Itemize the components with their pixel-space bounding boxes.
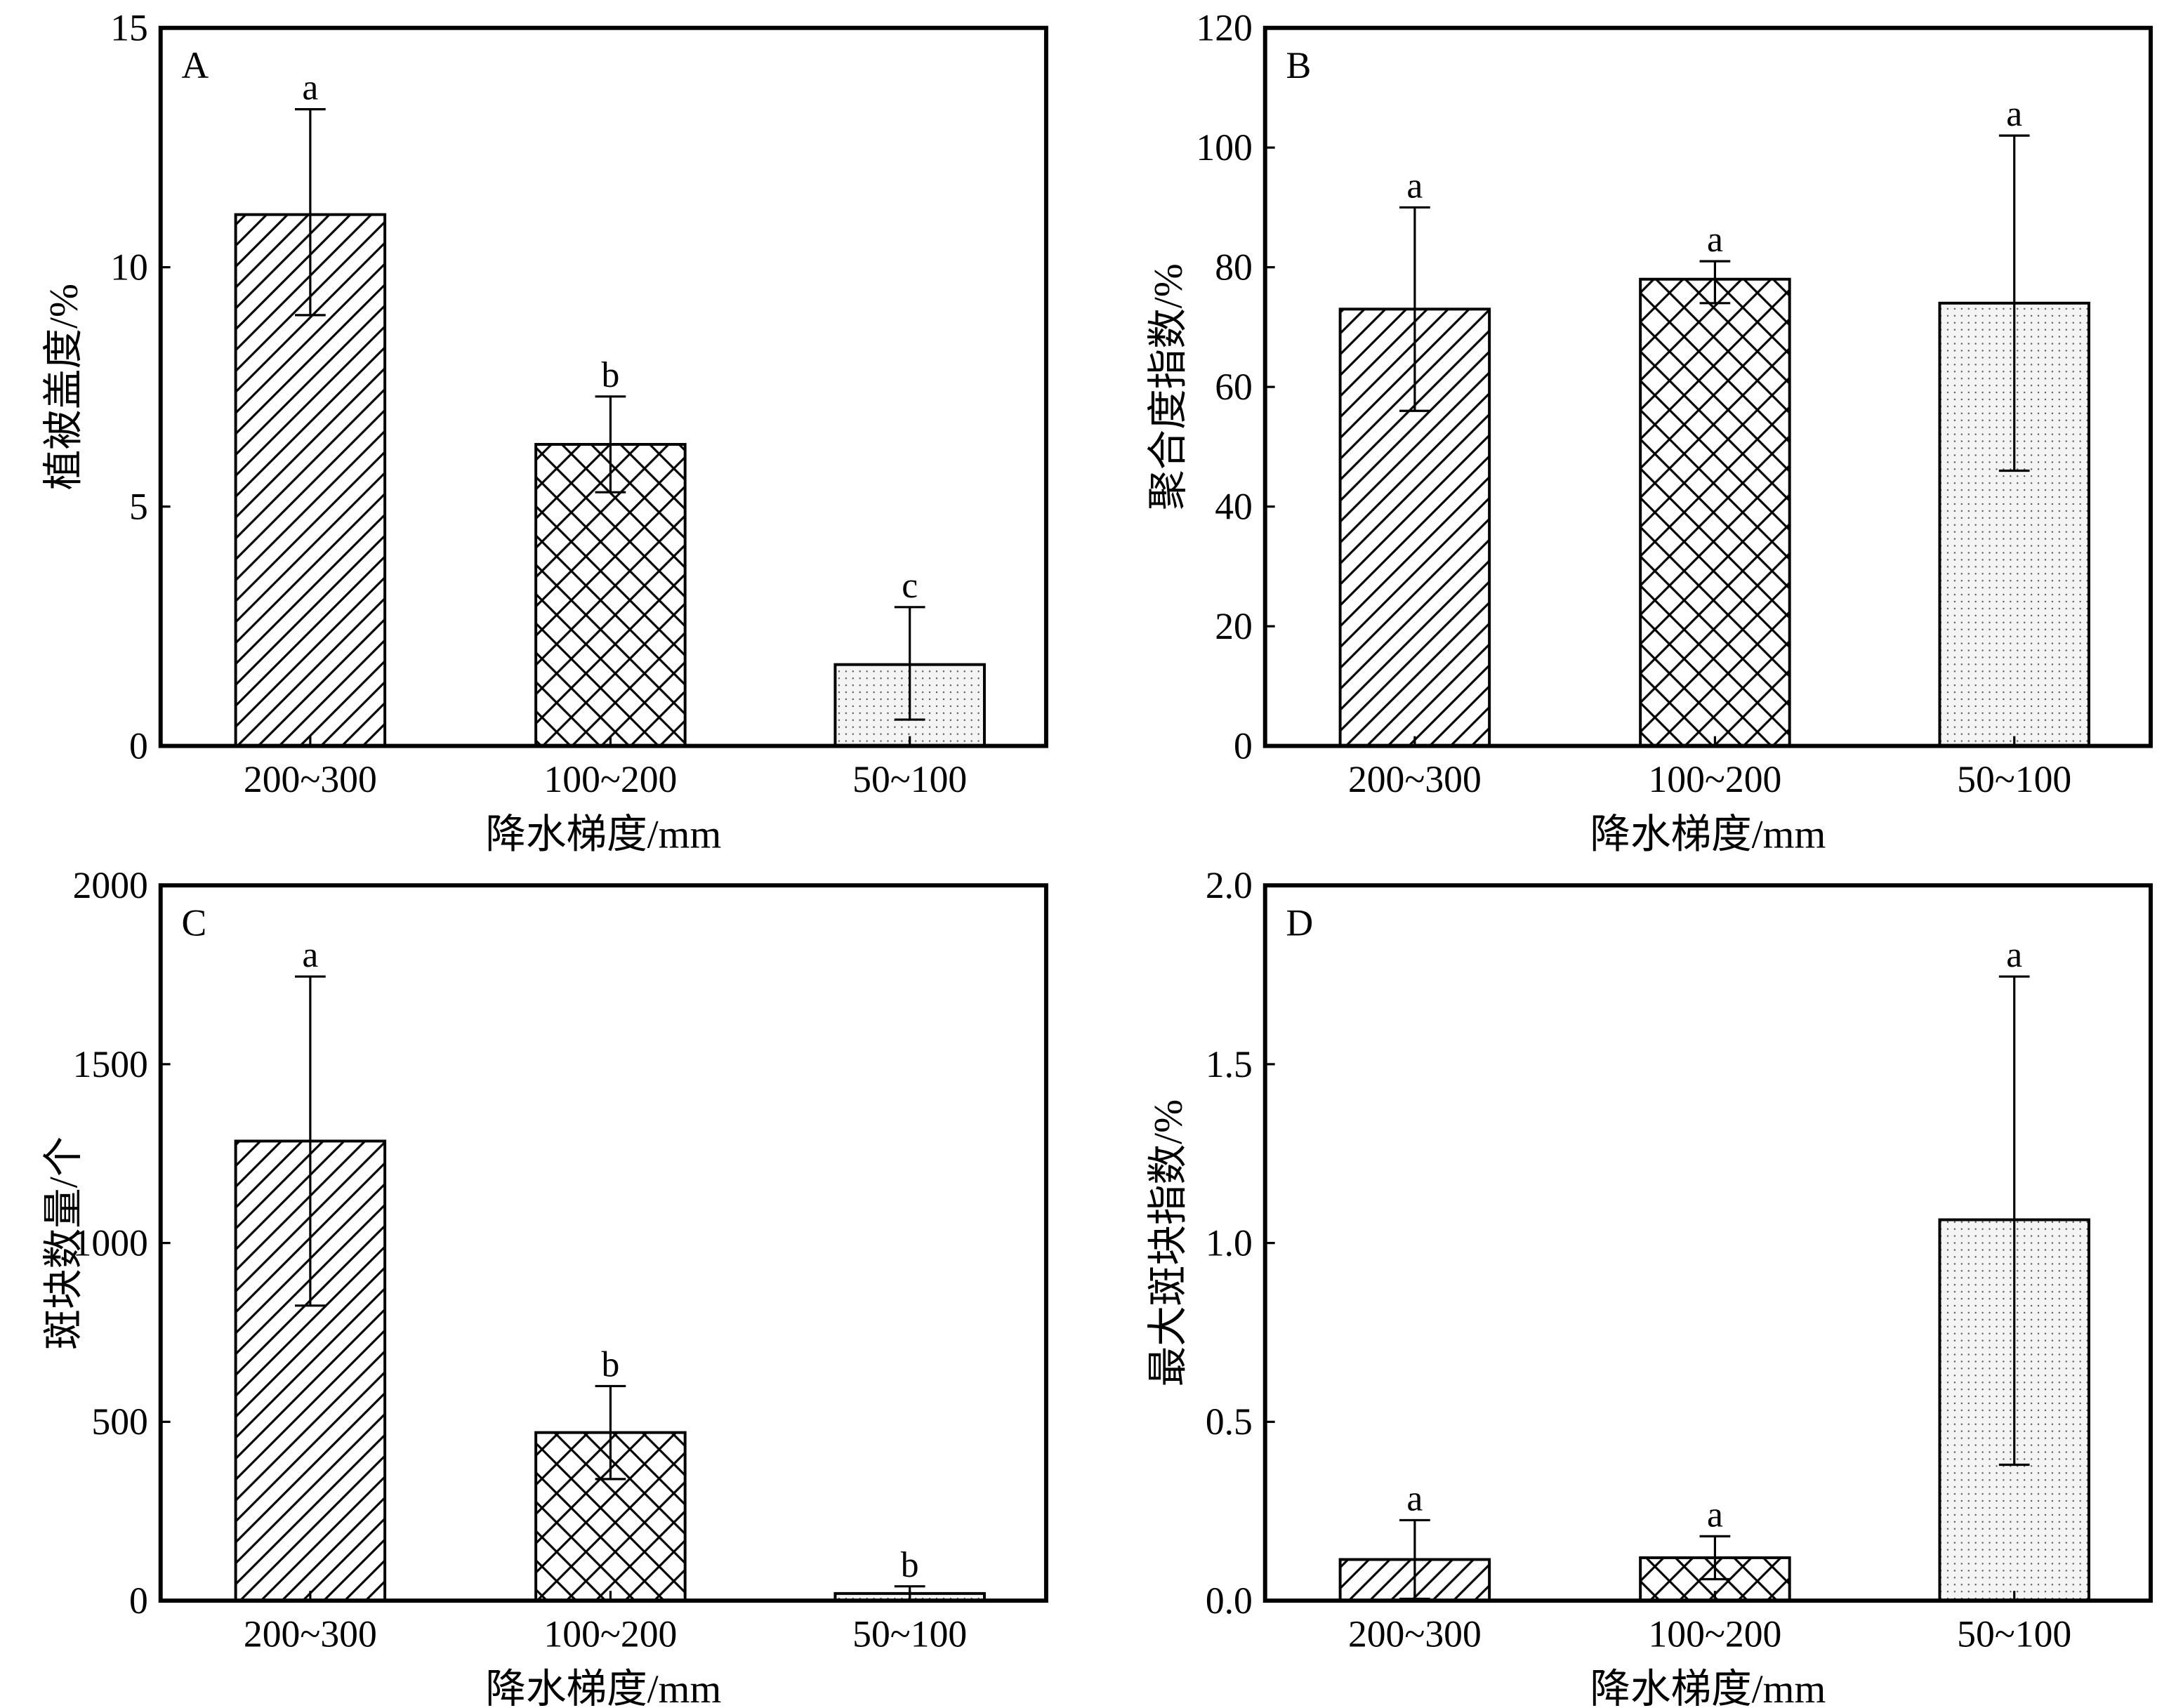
y-tick-label: 0 — [129, 1580, 148, 1622]
y-tick-label: 100 — [1196, 126, 1252, 168]
y-tick-label: 5 — [129, 485, 148, 527]
bar — [1639, 277, 1791, 748]
y-tick-label: 1.0 — [1206, 1222, 1253, 1264]
y-axis-title: 聚合度指数/% — [1147, 263, 1191, 510]
significance-letter: a — [1406, 1479, 1423, 1519]
y-tick-label: 60 — [1215, 366, 1253, 408]
y-tick-label: 0.5 — [1206, 1401, 1253, 1443]
plot-frame — [1262, 25, 2153, 748]
x-tick-label: 200~300 — [244, 1613, 377, 1655]
panel-d: a 200~300 a 100~200 a 50~100 0.0 0.5 1.0 1.5 2.0 D 降… — [1147, 864, 2153, 1708]
x-tick-label: 50~100 — [1957, 1613, 2071, 1655]
y-tick-label: 10 — [110, 246, 148, 289]
significance-letter: b — [901, 1545, 919, 1585]
x-tick-label: 200~300 — [1348, 758, 1482, 800]
significance-letter: b — [602, 355, 620, 395]
y-tick-label: 2000 — [73, 864, 148, 906]
significance-letter: a — [1707, 220, 1723, 260]
significance-letter: a — [2006, 94, 2022, 134]
panel-label: C — [182, 902, 207, 944]
y-tick-label: 20 — [1215, 605, 1253, 647]
significance-letter: a — [2006, 935, 2022, 975]
panel-a: a 200~300 b 100~200 c 50~100 0 5 10 15 A 降水梯度/mm 植被盖… — [42, 7, 1048, 857]
y-axis-title: 最大斑块指数/% — [1147, 1099, 1191, 1386]
panel-label: A — [182, 44, 209, 86]
y-tick-label: 2.0 — [1206, 864, 1253, 906]
x-tick-label: 200~300 — [1348, 1613, 1482, 1655]
significance-letter: c — [902, 566, 918, 606]
x-tick-label: 200~300 — [244, 758, 377, 800]
y-tick-label: 15 — [110, 7, 148, 49]
significance-letter: a — [1406, 166, 1423, 206]
y-tick-label: 0 — [129, 724, 148, 767]
y-tick-label: 0.0 — [1206, 1580, 1253, 1622]
y-tick-label: 0 — [1234, 724, 1253, 767]
x-tick-label: 100~200 — [543, 758, 677, 800]
significance-letter: a — [302, 68, 318, 108]
significance-letter: b — [602, 1345, 620, 1385]
significance-letter: a — [1707, 1495, 1723, 1535]
plot-frame — [158, 25, 1048, 748]
panel-b: a 200~300 a 100~200 a 50~100 0 20 40 60 80 100 120 B 降… — [1147, 7, 2153, 857]
x-tick-label: 50~100 — [852, 1613, 967, 1655]
x-axis-title: 降水梯度/mm — [1590, 813, 1826, 857]
plot-frame — [1262, 883, 2153, 1603]
x-tick-label: 50~100 — [852, 758, 967, 800]
x-axis-title: 降水梯度/mm — [485, 813, 721, 857]
significance-letter: a — [302, 935, 318, 975]
x-tick-label: 100~200 — [1648, 1613, 1781, 1655]
x-axis-title: 降水梯度/mm — [485, 1667, 721, 1708]
y-tick-label: 500 — [91, 1401, 147, 1443]
y-tick-label: 120 — [1196, 7, 1252, 49]
x-tick-label: 50~100 — [1957, 758, 2071, 800]
y-tick-label: 1500 — [73, 1043, 148, 1085]
panel-label: B — [1286, 44, 1312, 86]
y-tick-label: 1.5 — [1206, 1043, 1253, 1085]
x-tick-label: 100~200 — [543, 1613, 677, 1655]
panel-label: D — [1286, 902, 1314, 944]
y-tick-label: 80 — [1215, 246, 1253, 289]
y-axis-title: 植被盖度/% — [42, 284, 86, 490]
y-tick-label: 40 — [1215, 485, 1253, 527]
y-axis-title: 斑块数量/个 — [42, 1137, 86, 1350]
y-tick-label: 1000 — [73, 1222, 148, 1264]
panel-c: a 200~300 b 100~200 b 50~100 0 500 1000 1500 2000 C… — [42, 864, 1048, 1708]
x-tick-label: 100~200 — [1648, 758, 1781, 800]
x-axis-title: 降水梯度/mm — [1590, 1667, 1826, 1708]
plot-frame — [158, 883, 1048, 1603]
